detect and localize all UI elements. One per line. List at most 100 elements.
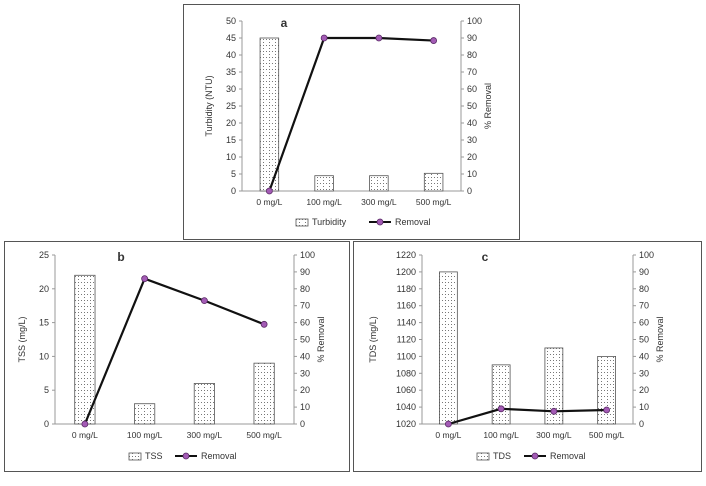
removal-point	[444, 420, 452, 428]
chart-c-svg: 1020104010601080110011201140116011801200…	[368, 250, 665, 461]
right-tick-label: 100	[467, 16, 482, 26]
left-tick-label: 1200	[396, 267, 416, 277]
left-tick-label: 5	[231, 169, 236, 179]
removal-point	[497, 405, 505, 413]
left-tick-label: 1040	[396, 402, 416, 412]
right-tick-label: 20	[639, 385, 649, 395]
left-tick-label: 25	[226, 101, 236, 111]
x-tick-label: 300 mg/L	[187, 430, 223, 440]
panel-label: a	[281, 16, 288, 30]
bar-tds	[597, 356, 616, 425]
left-tick-label: 15	[39, 318, 49, 328]
removal-line	[448, 407, 607, 426]
left-tick-label: 35	[226, 67, 236, 77]
legend-line-marker	[531, 452, 539, 460]
x-tick-label: 500 mg/L	[416, 197, 452, 207]
chart-panel-b: 0 5 10 15 20 25 0 10 20 30 40 50 60 70 80 90 100 0 mg/L 10…	[4, 241, 350, 472]
right-tick-label: 50	[300, 335, 310, 345]
removal-point	[320, 34, 328, 42]
x-tick-label: 0 mg/L	[435, 430, 461, 440]
x-tick-label: 100 mg/L	[127, 430, 163, 440]
bar-turbidity	[423, 172, 444, 192]
right-tick-label: 10	[300, 402, 310, 412]
bar-tds	[491, 364, 511, 425]
x-tick-label: 100 mg/L	[306, 197, 342, 207]
right-tick-label: 30	[639, 368, 649, 378]
right-tick-label: 80	[467, 50, 477, 60]
right-tick-label: 90	[467, 33, 477, 43]
x-tick-label: 0 mg/L	[72, 430, 98, 440]
bar-tds	[544, 347, 564, 425]
bar-tss	[253, 362, 275, 425]
left-tick-label: 5	[44, 385, 49, 395]
right-tick-label: 0	[639, 419, 644, 429]
removal-point	[81, 420, 89, 428]
x-tick-label: 500 mg/L	[246, 430, 282, 440]
left-tick-label: 0	[44, 419, 49, 429]
right-tick-label: 0	[300, 419, 305, 429]
left-tick-label: 1060	[396, 385, 416, 395]
legend-bar-label: TSS	[145, 451, 163, 461]
bar-tss	[74, 274, 96, 425]
right-tick-label: 10	[467, 169, 477, 179]
bar-tss	[193, 383, 215, 425]
left-tick-label: 50	[226, 16, 236, 26]
legend-bar-swatch	[476, 452, 490, 461]
bar-tss	[134, 403, 156, 425]
left-tick-label: 1120	[397, 335, 416, 345]
left-tick-label: 25	[39, 250, 49, 260]
right-tick-label: 90	[300, 267, 310, 277]
right-tick-label: 0	[467, 186, 472, 196]
left-tick-label: 45	[226, 33, 236, 43]
right-tick-label: 70	[467, 67, 477, 77]
legend-line-marker	[182, 452, 190, 460]
right-tick-label: 40	[639, 351, 649, 361]
left-tick-label: 1100	[397, 351, 416, 361]
left-tick-label: 20	[226, 118, 236, 128]
y2-axis-title: % Removal	[655, 316, 665, 362]
left-tick-label: 1020	[396, 419, 416, 429]
bar-tds	[439, 271, 458, 425]
left-tick-label: 15	[226, 135, 236, 145]
legend-bar-label: TDS	[493, 451, 511, 461]
removal-point	[550, 407, 558, 415]
chart-panel-c: 1020 1040 1060 1080 1100 1120 1140 1160 1180 1200…	[353, 241, 702, 472]
x-tick-label: 300 mg/L	[536, 430, 572, 440]
x-tick-label: 500 mg/L	[589, 430, 625, 440]
left-tick-label: 10	[226, 152, 236, 162]
removal-point	[603, 406, 611, 414]
right-tick-label: 40	[467, 118, 477, 128]
bar-turbidity	[314, 175, 334, 192]
left-tick-label: 1160	[397, 301, 416, 311]
right-tick-label: 100	[300, 250, 315, 260]
legend-line-label: Removal	[550, 451, 586, 461]
left-tick-label: 1220	[396, 250, 416, 260]
right-tick-label: 80	[300, 284, 310, 294]
legend-bar-swatch	[128, 452, 142, 461]
chart-a-svg: 0 5 10 15 20 25 30 35 40 45 50 0 10 20 30 40 50 60 70 80 90 1…	[204, 16, 493, 227]
legend-bar-label: Turbidity	[312, 217, 347, 227]
removal-point	[141, 275, 149, 283]
right-tick-label: 20	[467, 152, 477, 162]
bar-turbidity	[369, 175, 389, 192]
right-tick-label: 70	[300, 301, 310, 311]
right-tick-label: 40	[300, 351, 310, 361]
removal-line	[268, 36, 434, 192]
right-tick-label: 20	[300, 385, 310, 395]
x-tick-label: 300 mg/L	[361, 197, 397, 207]
legend-line-label: Removal	[201, 451, 237, 461]
removal-point	[200, 297, 208, 305]
right-tick-label: 60	[467, 84, 477, 94]
x-tick-label: 100 mg/L	[483, 430, 519, 440]
right-tick-label: 100	[639, 250, 654, 260]
panel-label: b	[117, 250, 124, 264]
panel-label: c	[482, 250, 489, 264]
right-tick-label: 50	[639, 335, 649, 345]
chart-panel-a: 0 5 10 15 20 25 30 35 40 45 50 0 10 20 30 40 50 60 70 80 90 1…	[183, 4, 520, 240]
y2-axis-title: % Removal	[483, 83, 493, 129]
x-tick-label: 0 mg/L	[256, 197, 282, 207]
right-tick-label: 10	[639, 402, 649, 412]
legend-bar-swatch	[295, 218, 309, 227]
removal-point	[430, 37, 438, 44]
chart-b-svg: 0 5 10 15 20 25 0 10 20 30 40 50 60 70 80 90 100 0 mg/L 10…	[17, 250, 326, 461]
